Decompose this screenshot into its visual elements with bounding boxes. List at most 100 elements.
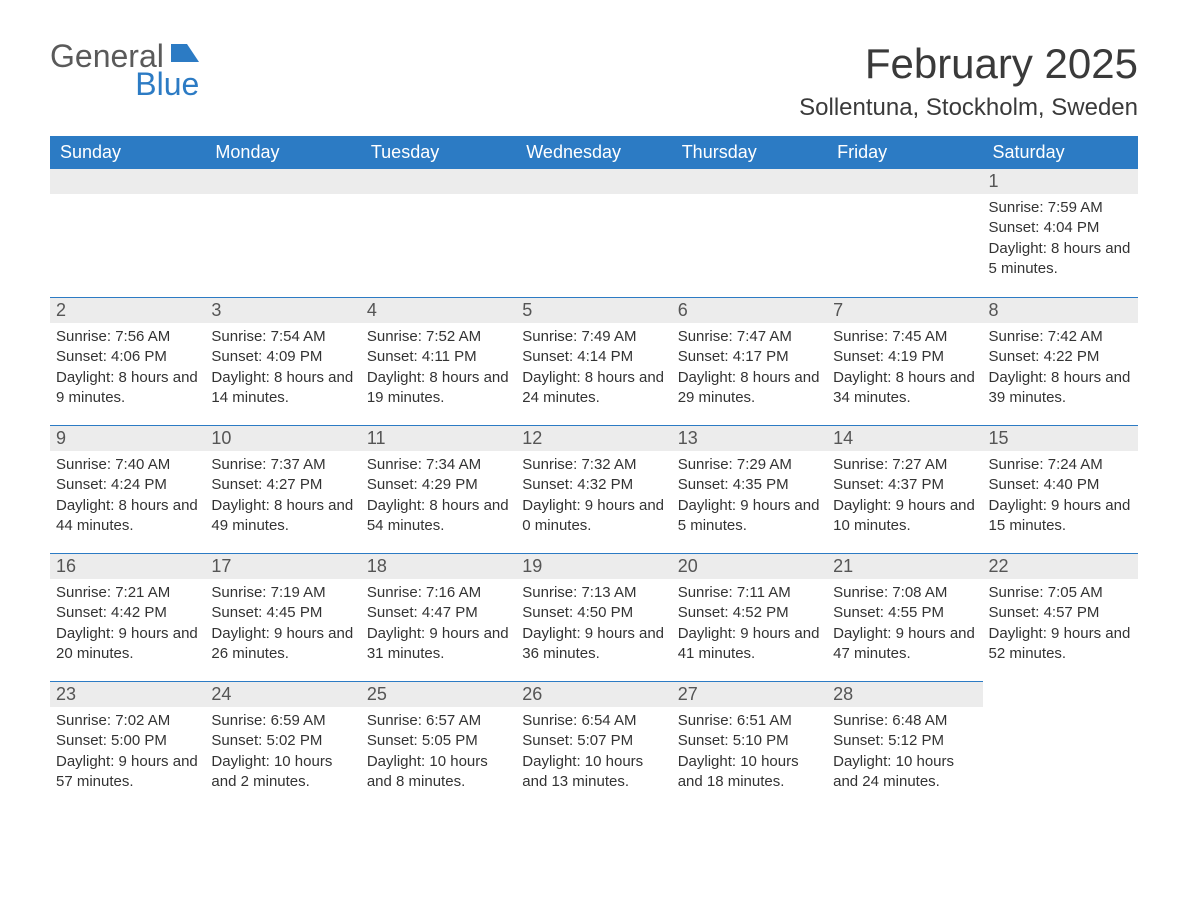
- calendar-cell: [827, 169, 982, 297]
- sunrise-line: Sunrise: 6:54 AM: [522, 711, 665, 731]
- calendar-cell: 15Sunrise: 7:24 AMSunset: 4:40 PMDayligh…: [983, 425, 1138, 553]
- empty-day-strip: [361, 169, 516, 194]
- weekday-header: Saturday: [983, 136, 1138, 169]
- daylight-line: Daylight: 9 hours and 36 minutes.: [522, 624, 665, 665]
- sunrise-line: Sunrise: 7:27 AM: [833, 455, 976, 475]
- day-number: 1: [983, 169, 1138, 194]
- sunrise-line: Sunrise: 7:52 AM: [367, 327, 510, 347]
- day-details: Sunrise: 6:54 AMSunset: 5:07 PMDaylight:…: [516, 707, 671, 802]
- calendar-cell: 28Sunrise: 6:48 AMSunset: 5:12 PMDayligh…: [827, 681, 982, 809]
- calendar-cell: 21Sunrise: 7:08 AMSunset: 4:55 PMDayligh…: [827, 553, 982, 681]
- day-details: Sunrise: 7:08 AMSunset: 4:55 PMDaylight:…: [827, 579, 982, 674]
- sunset-line: Sunset: 4:32 PM: [522, 475, 665, 495]
- calendar-cell: 1Sunrise: 7:59 AMSunset: 4:04 PMDaylight…: [983, 169, 1138, 297]
- day-details: Sunrise: 7:32 AMSunset: 4:32 PMDaylight:…: [516, 451, 671, 546]
- calendar-body: 1Sunrise: 7:59 AMSunset: 4:04 PMDaylight…: [50, 169, 1138, 809]
- calendar-cell: 11Sunrise: 7:34 AMSunset: 4:29 PMDayligh…: [361, 425, 516, 553]
- day-number: 5: [516, 297, 671, 323]
- sunset-line: Sunset: 4:55 PM: [833, 603, 976, 623]
- day-number: 7: [827, 297, 982, 323]
- empty-day-strip: [672, 169, 827, 194]
- day-details: Sunrise: 7:40 AMSunset: 4:24 PMDaylight:…: [50, 451, 205, 546]
- sunrise-line: Sunrise: 7:59 AM: [989, 198, 1132, 218]
- day-details: Sunrise: 7:59 AMSunset: 4:04 PMDaylight:…: [983, 194, 1138, 289]
- logo-flag-icon: [171, 40, 199, 67]
- day-number: 6: [672, 297, 827, 323]
- empty-day-strip: [516, 169, 671, 194]
- sunset-line: Sunset: 4:24 PM: [56, 475, 199, 495]
- daylight-line: Daylight: 9 hours and 0 minutes.: [522, 496, 665, 537]
- sunset-line: Sunset: 4:06 PM: [56, 347, 199, 367]
- day-details: Sunrise: 7:27 AMSunset: 4:37 PMDaylight:…: [827, 451, 982, 546]
- sunset-line: Sunset: 4:52 PM: [678, 603, 821, 623]
- sunrise-line: Sunrise: 7:02 AM: [56, 711, 199, 731]
- sunset-line: Sunset: 4:47 PM: [367, 603, 510, 623]
- sunset-line: Sunset: 4:27 PM: [211, 475, 354, 495]
- sunset-line: Sunset: 5:00 PM: [56, 731, 199, 751]
- day-number: 19: [516, 553, 671, 579]
- day-number: 23: [50, 681, 205, 707]
- sunrise-line: Sunrise: 7:40 AM: [56, 455, 199, 475]
- daylight-line: Daylight: 9 hours and 15 minutes.: [989, 496, 1132, 537]
- sunrise-line: Sunrise: 7:08 AM: [833, 583, 976, 603]
- sunset-line: Sunset: 5:07 PM: [522, 731, 665, 751]
- daylight-line: Daylight: 8 hours and 5 minutes.: [989, 239, 1132, 280]
- calendar-cell: 7Sunrise: 7:45 AMSunset: 4:19 PMDaylight…: [827, 297, 982, 425]
- daylight-line: Daylight: 9 hours and 41 minutes.: [678, 624, 821, 665]
- day-details: Sunrise: 7:34 AMSunset: 4:29 PMDaylight:…: [361, 451, 516, 546]
- day-number: 26: [516, 681, 671, 707]
- daylight-line: Daylight: 8 hours and 49 minutes.: [211, 496, 354, 537]
- day-details: Sunrise: 7:16 AMSunset: 4:47 PMDaylight:…: [361, 579, 516, 674]
- day-number: 8: [983, 297, 1138, 323]
- calendar-cell: 18Sunrise: 7:16 AMSunset: 4:47 PMDayligh…: [361, 553, 516, 681]
- day-details: Sunrise: 7:56 AMSunset: 4:06 PMDaylight:…: [50, 323, 205, 418]
- day-number: 24: [205, 681, 360, 707]
- sunrise-line: Sunrise: 7:11 AM: [678, 583, 821, 603]
- empty-day-strip: [205, 169, 360, 194]
- day-details: Sunrise: 7:29 AMSunset: 4:35 PMDaylight:…: [672, 451, 827, 546]
- calendar-cell: [361, 169, 516, 297]
- daylight-line: Daylight: 9 hours and 26 minutes.: [211, 624, 354, 665]
- day-number: 25: [361, 681, 516, 707]
- empty-day-strip: [827, 169, 982, 194]
- calendar-cell: 12Sunrise: 7:32 AMSunset: 4:32 PMDayligh…: [516, 425, 671, 553]
- calendar-cell: 25Sunrise: 6:57 AMSunset: 5:05 PMDayligh…: [361, 681, 516, 809]
- calendar-cell: [516, 169, 671, 297]
- calendar-cell: 23Sunrise: 7:02 AMSunset: 5:00 PMDayligh…: [50, 681, 205, 809]
- weekday-header: Monday: [205, 136, 360, 169]
- sunrise-line: Sunrise: 7:05 AM: [989, 583, 1132, 603]
- day-number: 13: [672, 425, 827, 451]
- calendar-cell: 13Sunrise: 7:29 AMSunset: 4:35 PMDayligh…: [672, 425, 827, 553]
- day-number: 14: [827, 425, 982, 451]
- sunset-line: Sunset: 4:45 PM: [211, 603, 354, 623]
- sunrise-line: Sunrise: 7:13 AM: [522, 583, 665, 603]
- calendar-cell: 19Sunrise: 7:13 AMSunset: 4:50 PMDayligh…: [516, 553, 671, 681]
- calendar-table: SundayMondayTuesdayWednesdayThursdayFrid…: [50, 136, 1138, 809]
- location: Sollentuna, Stockholm, Sweden: [799, 94, 1138, 122]
- sunrise-line: Sunrise: 7:34 AM: [367, 455, 510, 475]
- calendar-cell: 2Sunrise: 7:56 AMSunset: 4:06 PMDaylight…: [50, 297, 205, 425]
- sunset-line: Sunset: 5:12 PM: [833, 731, 976, 751]
- sunrise-line: Sunrise: 6:48 AM: [833, 711, 976, 731]
- sunset-line: Sunset: 4:35 PM: [678, 475, 821, 495]
- sunset-line: Sunset: 5:05 PM: [367, 731, 510, 751]
- sunset-line: Sunset: 4:09 PM: [211, 347, 354, 367]
- day-number: 2: [50, 297, 205, 323]
- calendar-cell: 3Sunrise: 7:54 AMSunset: 4:09 PMDaylight…: [205, 297, 360, 425]
- calendar-cell: 5Sunrise: 7:49 AMSunset: 4:14 PMDaylight…: [516, 297, 671, 425]
- daylight-line: Daylight: 10 hours and 13 minutes.: [522, 752, 665, 793]
- day-details: Sunrise: 7:45 AMSunset: 4:19 PMDaylight:…: [827, 323, 982, 418]
- weekday-header: Wednesday: [516, 136, 671, 169]
- sunrise-line: Sunrise: 7:54 AM: [211, 327, 354, 347]
- calendar-cell: 20Sunrise: 7:11 AMSunset: 4:52 PMDayligh…: [672, 553, 827, 681]
- daylight-line: Daylight: 8 hours and 24 minutes.: [522, 368, 665, 409]
- calendar-cell: [205, 169, 360, 297]
- day-details: Sunrise: 7:11 AMSunset: 4:52 PMDaylight:…: [672, 579, 827, 674]
- day-details: Sunrise: 6:48 AMSunset: 5:12 PMDaylight:…: [827, 707, 982, 802]
- daylight-line: Daylight: 9 hours and 5 minutes.: [678, 496, 821, 537]
- sunrise-line: Sunrise: 7:37 AM: [211, 455, 354, 475]
- sunset-line: Sunset: 5:10 PM: [678, 731, 821, 751]
- calendar-row: 16Sunrise: 7:21 AMSunset: 4:42 PMDayligh…: [50, 553, 1138, 681]
- calendar-cell: 17Sunrise: 7:19 AMSunset: 4:45 PMDayligh…: [205, 553, 360, 681]
- sunrise-line: Sunrise: 7:45 AM: [833, 327, 976, 347]
